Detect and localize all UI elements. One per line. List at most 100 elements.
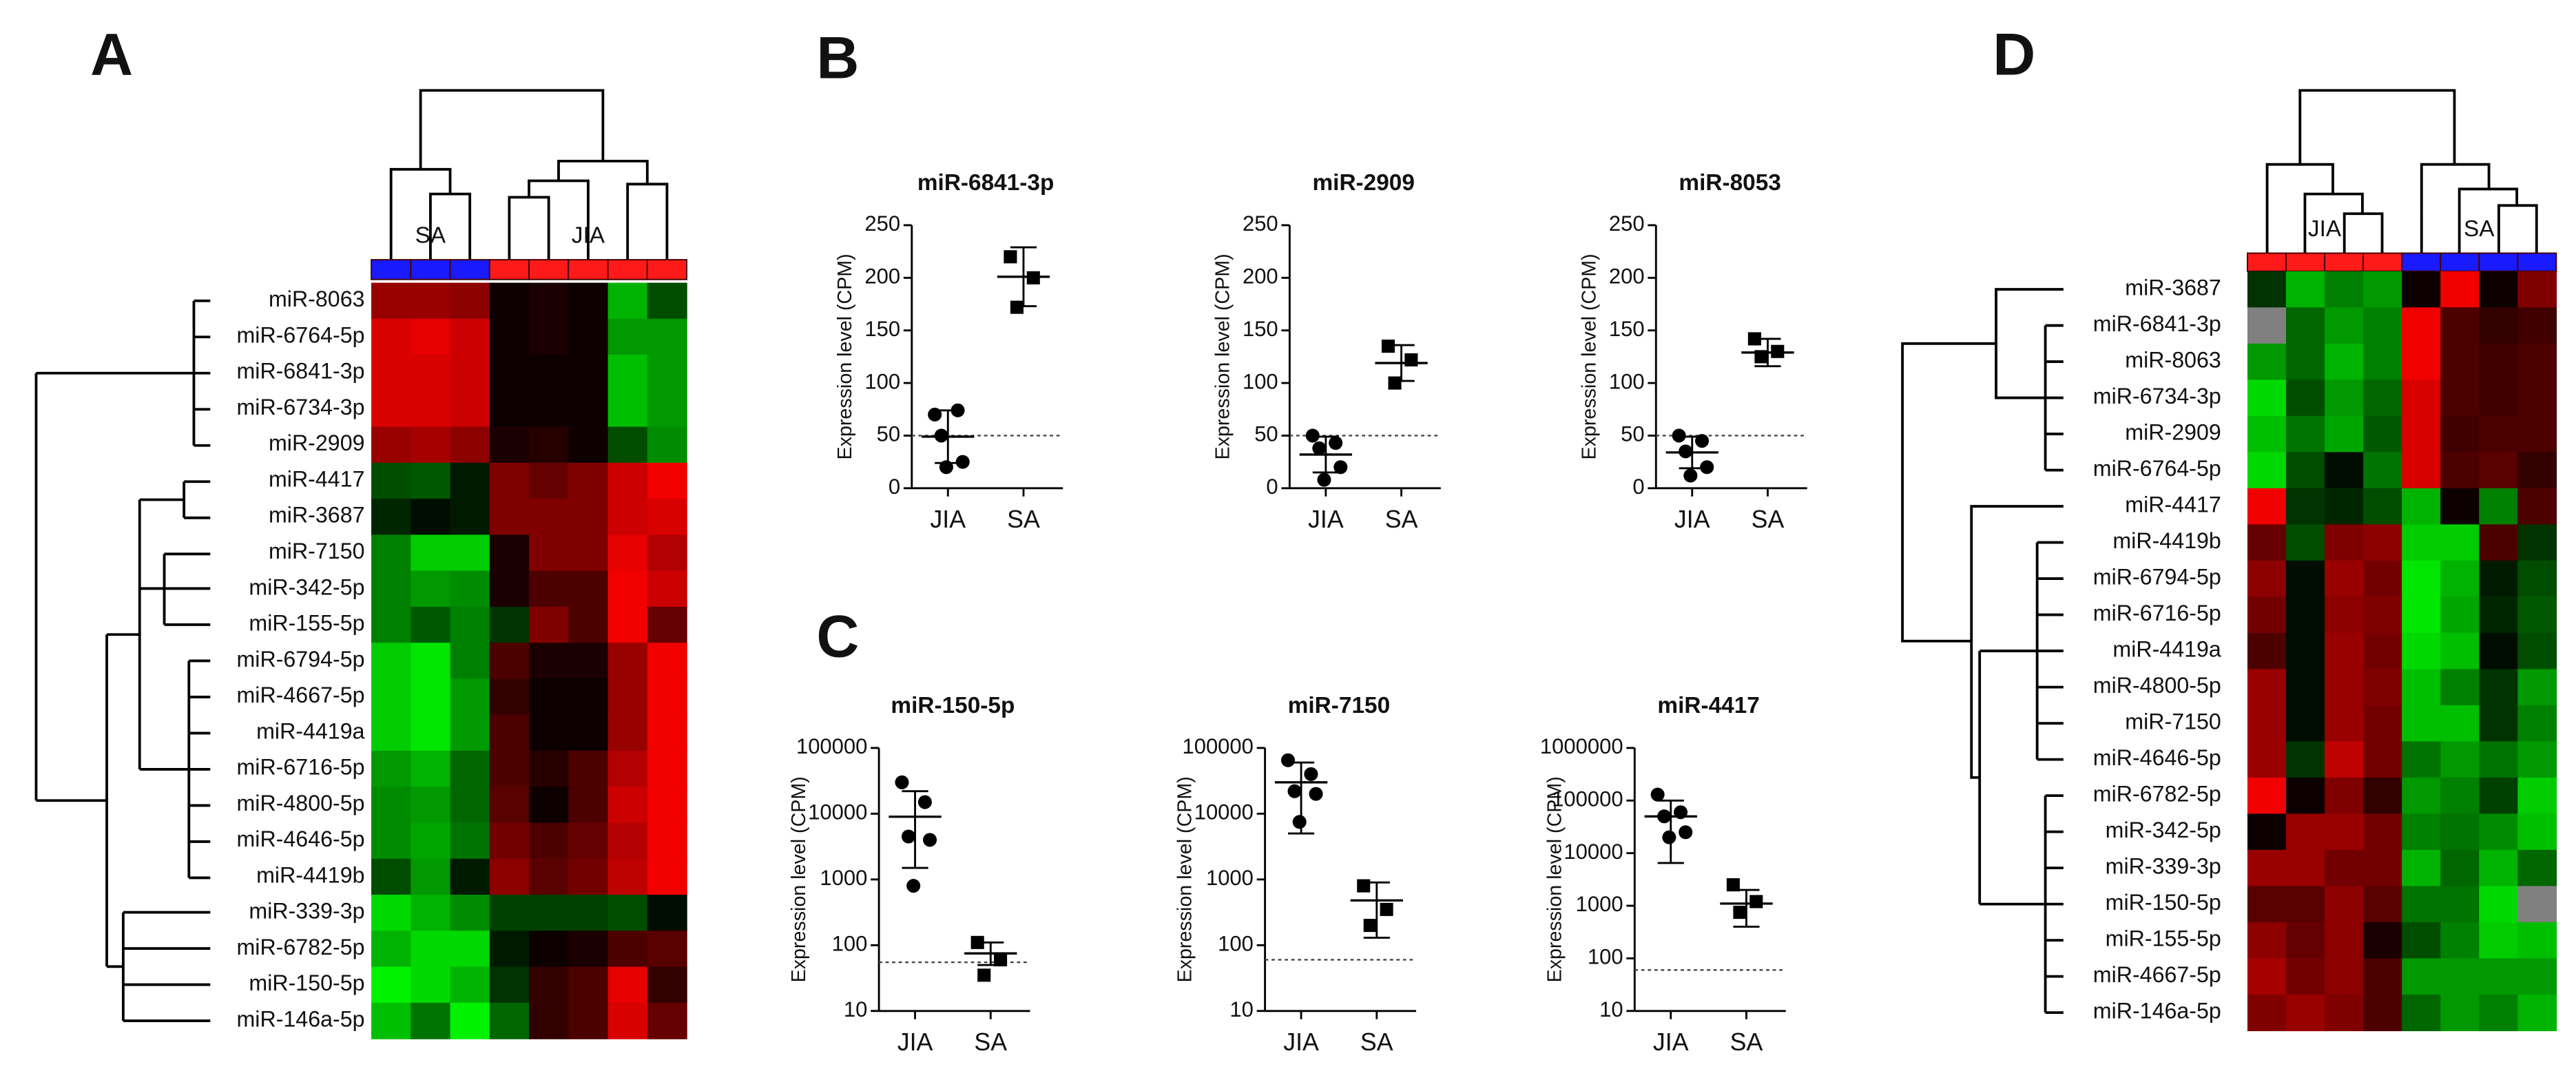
chart-title: miR-7150 (1288, 693, 1390, 718)
heatmap-cell (647, 822, 687, 860)
heatmap-cell (450, 714, 490, 751)
heatmap-cell (489, 643, 530, 680)
heatmap-cell (2479, 849, 2519, 887)
heatmap-cell (2440, 741, 2480, 778)
panel-label: D (1993, 22, 2035, 88)
heatmap-cell (411, 391, 451, 428)
row-label: miR-342-5p (2106, 818, 2221, 842)
heatmap-cell (371, 678, 412, 716)
heatmap-cell (2479, 307, 2519, 344)
heatmap-cell (2247, 488, 2287, 526)
heatmap-cell (411, 570, 451, 608)
heatmap-cell (2286, 994, 2325, 1032)
heatmap-cell (2286, 849, 2325, 887)
heatmap-cell (2517, 632, 2557, 670)
heatmap-cell (568, 931, 609, 968)
heatmap-cell (647, 606, 687, 643)
heatmap-cell (2479, 958, 2519, 995)
heatmap-cell (2325, 813, 2364, 851)
heatmap-cell (2402, 271, 2441, 309)
panel-label: A (90, 22, 133, 88)
heatmap-cell (489, 282, 530, 320)
heatmap-cell (489, 534, 530, 572)
row-label: miR-8063 (269, 287, 365, 311)
y-tick-label: 1000 (820, 866, 867, 890)
row-label: miR-4667-5p (237, 683, 365, 707)
heatmap-cell (2517, 524, 2557, 561)
point (1317, 473, 1331, 487)
heatmap-cell (371, 606, 412, 643)
heatmap-cell (529, 931, 569, 968)
dendrogram (389, 89, 669, 260)
group-bar (410, 259, 451, 280)
heatmap-cell (2363, 958, 2402, 995)
row-label: miR-3687 (2125, 276, 2221, 300)
heatmap-cell (2479, 488, 2519, 526)
group-bar (2362, 252, 2403, 272)
y-tick-label: 200 (1609, 264, 1645, 289)
heatmap-cell (568, 858, 609, 895)
heatmap-cell (607, 714, 648, 751)
y-tick-label: 200 (1243, 264, 1278, 289)
y-tick-label: 0 (1632, 475, 1644, 499)
y-tick-label: 100 (1218, 931, 1254, 955)
heatmap-cell (2363, 813, 2402, 851)
heatmap-cell (2247, 813, 2287, 851)
heatmap-cell (607, 643, 648, 680)
heatmap-cell (2247, 632, 2287, 670)
x-tick-label: JIA (1308, 506, 1344, 533)
point (923, 833, 937, 847)
heatmap-cell (2325, 343, 2364, 381)
x-tick-label: JIA (1674, 506, 1710, 533)
heatmap-cell (489, 678, 530, 716)
heatmap-cell (371, 462, 412, 499)
heatmap-cell (2286, 705, 2325, 742)
heatmap-cell (607, 931, 648, 968)
group-bar (2440, 252, 2480, 272)
y-tick-label: 50 (877, 422, 900, 446)
dendrogram (2265, 89, 2538, 253)
heatmap-cell (2517, 452, 2557, 489)
heatmap-cell (607, 1002, 648, 1039)
point (1388, 376, 1402, 390)
row-label: miR-6764-5p (2093, 456, 2221, 481)
point (1695, 434, 1710, 448)
heatmap-cell (2363, 380, 2402, 417)
heatmap-cell (607, 534, 648, 572)
heatmap-cell (489, 750, 530, 787)
heatmap-cell (2286, 343, 2325, 381)
heatmap-cell (371, 966, 412, 1004)
y-tick-label: 10 (1599, 997, 1623, 1021)
point (1733, 906, 1747, 920)
point (1672, 428, 1686, 443)
heatmap-cell (450, 966, 490, 1004)
heatmap-cell (411, 534, 451, 572)
group-bar (371, 259, 412, 280)
heatmap-cell (2402, 669, 2441, 706)
heatmap-cell (2325, 380, 2364, 417)
heatmap-cell (2517, 994, 2557, 1032)
y-tick-label: 150 (1243, 317, 1278, 341)
heatmap-cell (450, 499, 490, 536)
heatmap-cell (2247, 380, 2287, 417)
heatmap-cell (529, 426, 569, 464)
y-tick-label: 10 (844, 997, 867, 1021)
point (928, 407, 942, 422)
chart-title: miR-150-5p (891, 693, 1015, 718)
point (906, 879, 921, 893)
point (1287, 784, 1302, 798)
heatmap-cell (2325, 307, 2364, 344)
y-tick-label: 200 (864, 264, 900, 289)
heatmap-cell (2363, 669, 2402, 706)
y-tick-label: 10 (1229, 997, 1253, 1021)
heatmap-cell (2402, 886, 2441, 923)
row-label: miR-4419a (256, 718, 364, 743)
heatmap-cell (411, 966, 451, 1004)
heatmap-cell (489, 895, 530, 932)
heatmap-cell (2440, 560, 2480, 598)
heatmap-cell (371, 318, 412, 355)
heatmap-cell (568, 714, 609, 751)
heatmap-cell (411, 750, 451, 787)
point (895, 775, 909, 789)
